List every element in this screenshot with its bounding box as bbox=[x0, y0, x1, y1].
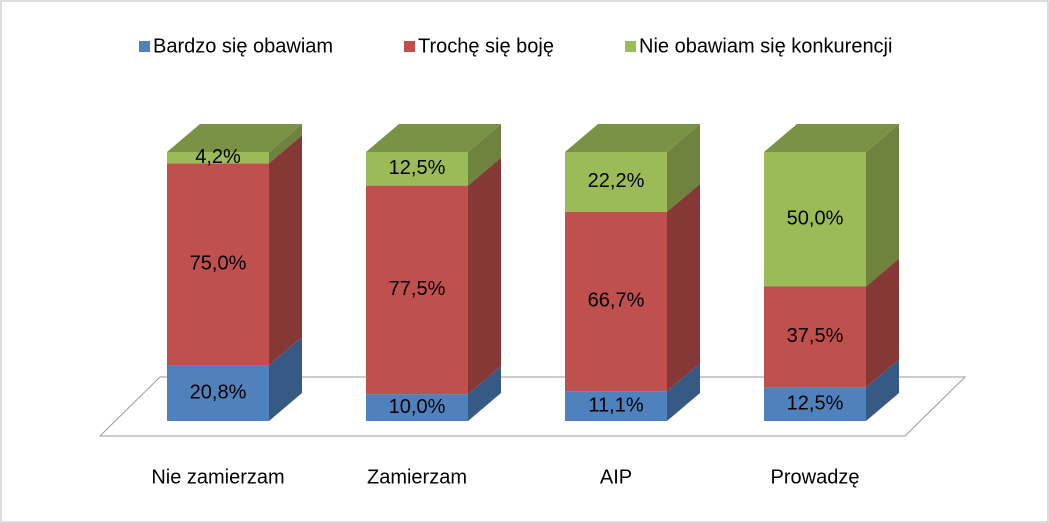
legend-label: Trochę się boję bbox=[418, 35, 554, 57]
floor bbox=[98, 376, 967, 437]
data-label: 20,8% bbox=[190, 381, 247, 403]
bar-top bbox=[565, 124, 700, 152]
bar-segment bbox=[565, 391, 667, 421]
bar-top bbox=[167, 124, 302, 152]
bar-side bbox=[468, 157, 501, 395]
bar-segment bbox=[764, 387, 866, 421]
bar-side bbox=[866, 258, 899, 388]
bar-side bbox=[269, 135, 302, 366]
legend-swatch bbox=[139, 41, 150, 52]
legend-swatch bbox=[404, 41, 415, 52]
bar-segment bbox=[167, 152, 269, 164]
data-label: 50,0% bbox=[787, 208, 844, 230]
bar-side bbox=[866, 124, 899, 287]
x-tick-label: AIP bbox=[600, 466, 632, 488]
legend-label: Nie obawiam się konkurencji bbox=[639, 35, 892, 57]
bar-side bbox=[866, 359, 899, 421]
bar-side bbox=[468, 124, 501, 186]
legend-label: Bardzo się obawiam bbox=[153, 35, 333, 57]
x-tick-label: Zamierzam bbox=[367, 466, 467, 488]
legend-swatch bbox=[625, 41, 636, 52]
bar-top bbox=[366, 124, 501, 152]
bar-side bbox=[667, 183, 700, 392]
x-tick-label: Nie zamierzam bbox=[151, 466, 284, 488]
data-label: 22,2% bbox=[588, 170, 645, 192]
x-tick-label: Prowadzę bbox=[771, 466, 860, 488]
data-label: 4,2% bbox=[195, 146, 241, 168]
bar-segment bbox=[764, 286, 866, 388]
data-label: 66,7% bbox=[588, 290, 645, 312]
data-label: 77,5% bbox=[389, 278, 446, 300]
bar-segment bbox=[167, 365, 269, 421]
data-label: 12,5% bbox=[787, 392, 844, 414]
bar-segment bbox=[366, 394, 468, 421]
bar-side bbox=[468, 366, 501, 421]
data-label: 12,5% bbox=[389, 157, 446, 179]
bar-segment bbox=[167, 163, 269, 366]
bar-segment bbox=[565, 211, 667, 392]
bar-segment bbox=[565, 152, 667, 212]
plot: Bardzo się obawiam Trochę się boję Nie oba… bbox=[139, 35, 899, 488]
bar-segment bbox=[764, 152, 866, 287]
bar-side bbox=[667, 124, 700, 212]
data-label: 75,0% bbox=[190, 252, 247, 274]
bar-side bbox=[269, 337, 302, 421]
bar-top bbox=[764, 124, 899, 152]
data-label: 10,0% bbox=[389, 396, 446, 418]
bar-segment bbox=[366, 185, 468, 395]
data-label: 11,1% bbox=[588, 394, 643, 416]
bar-side bbox=[269, 124, 302, 164]
bar-segment bbox=[366, 152, 468, 186]
data-label: 37,5% bbox=[787, 325, 844, 347]
bar-side bbox=[667, 363, 700, 421]
